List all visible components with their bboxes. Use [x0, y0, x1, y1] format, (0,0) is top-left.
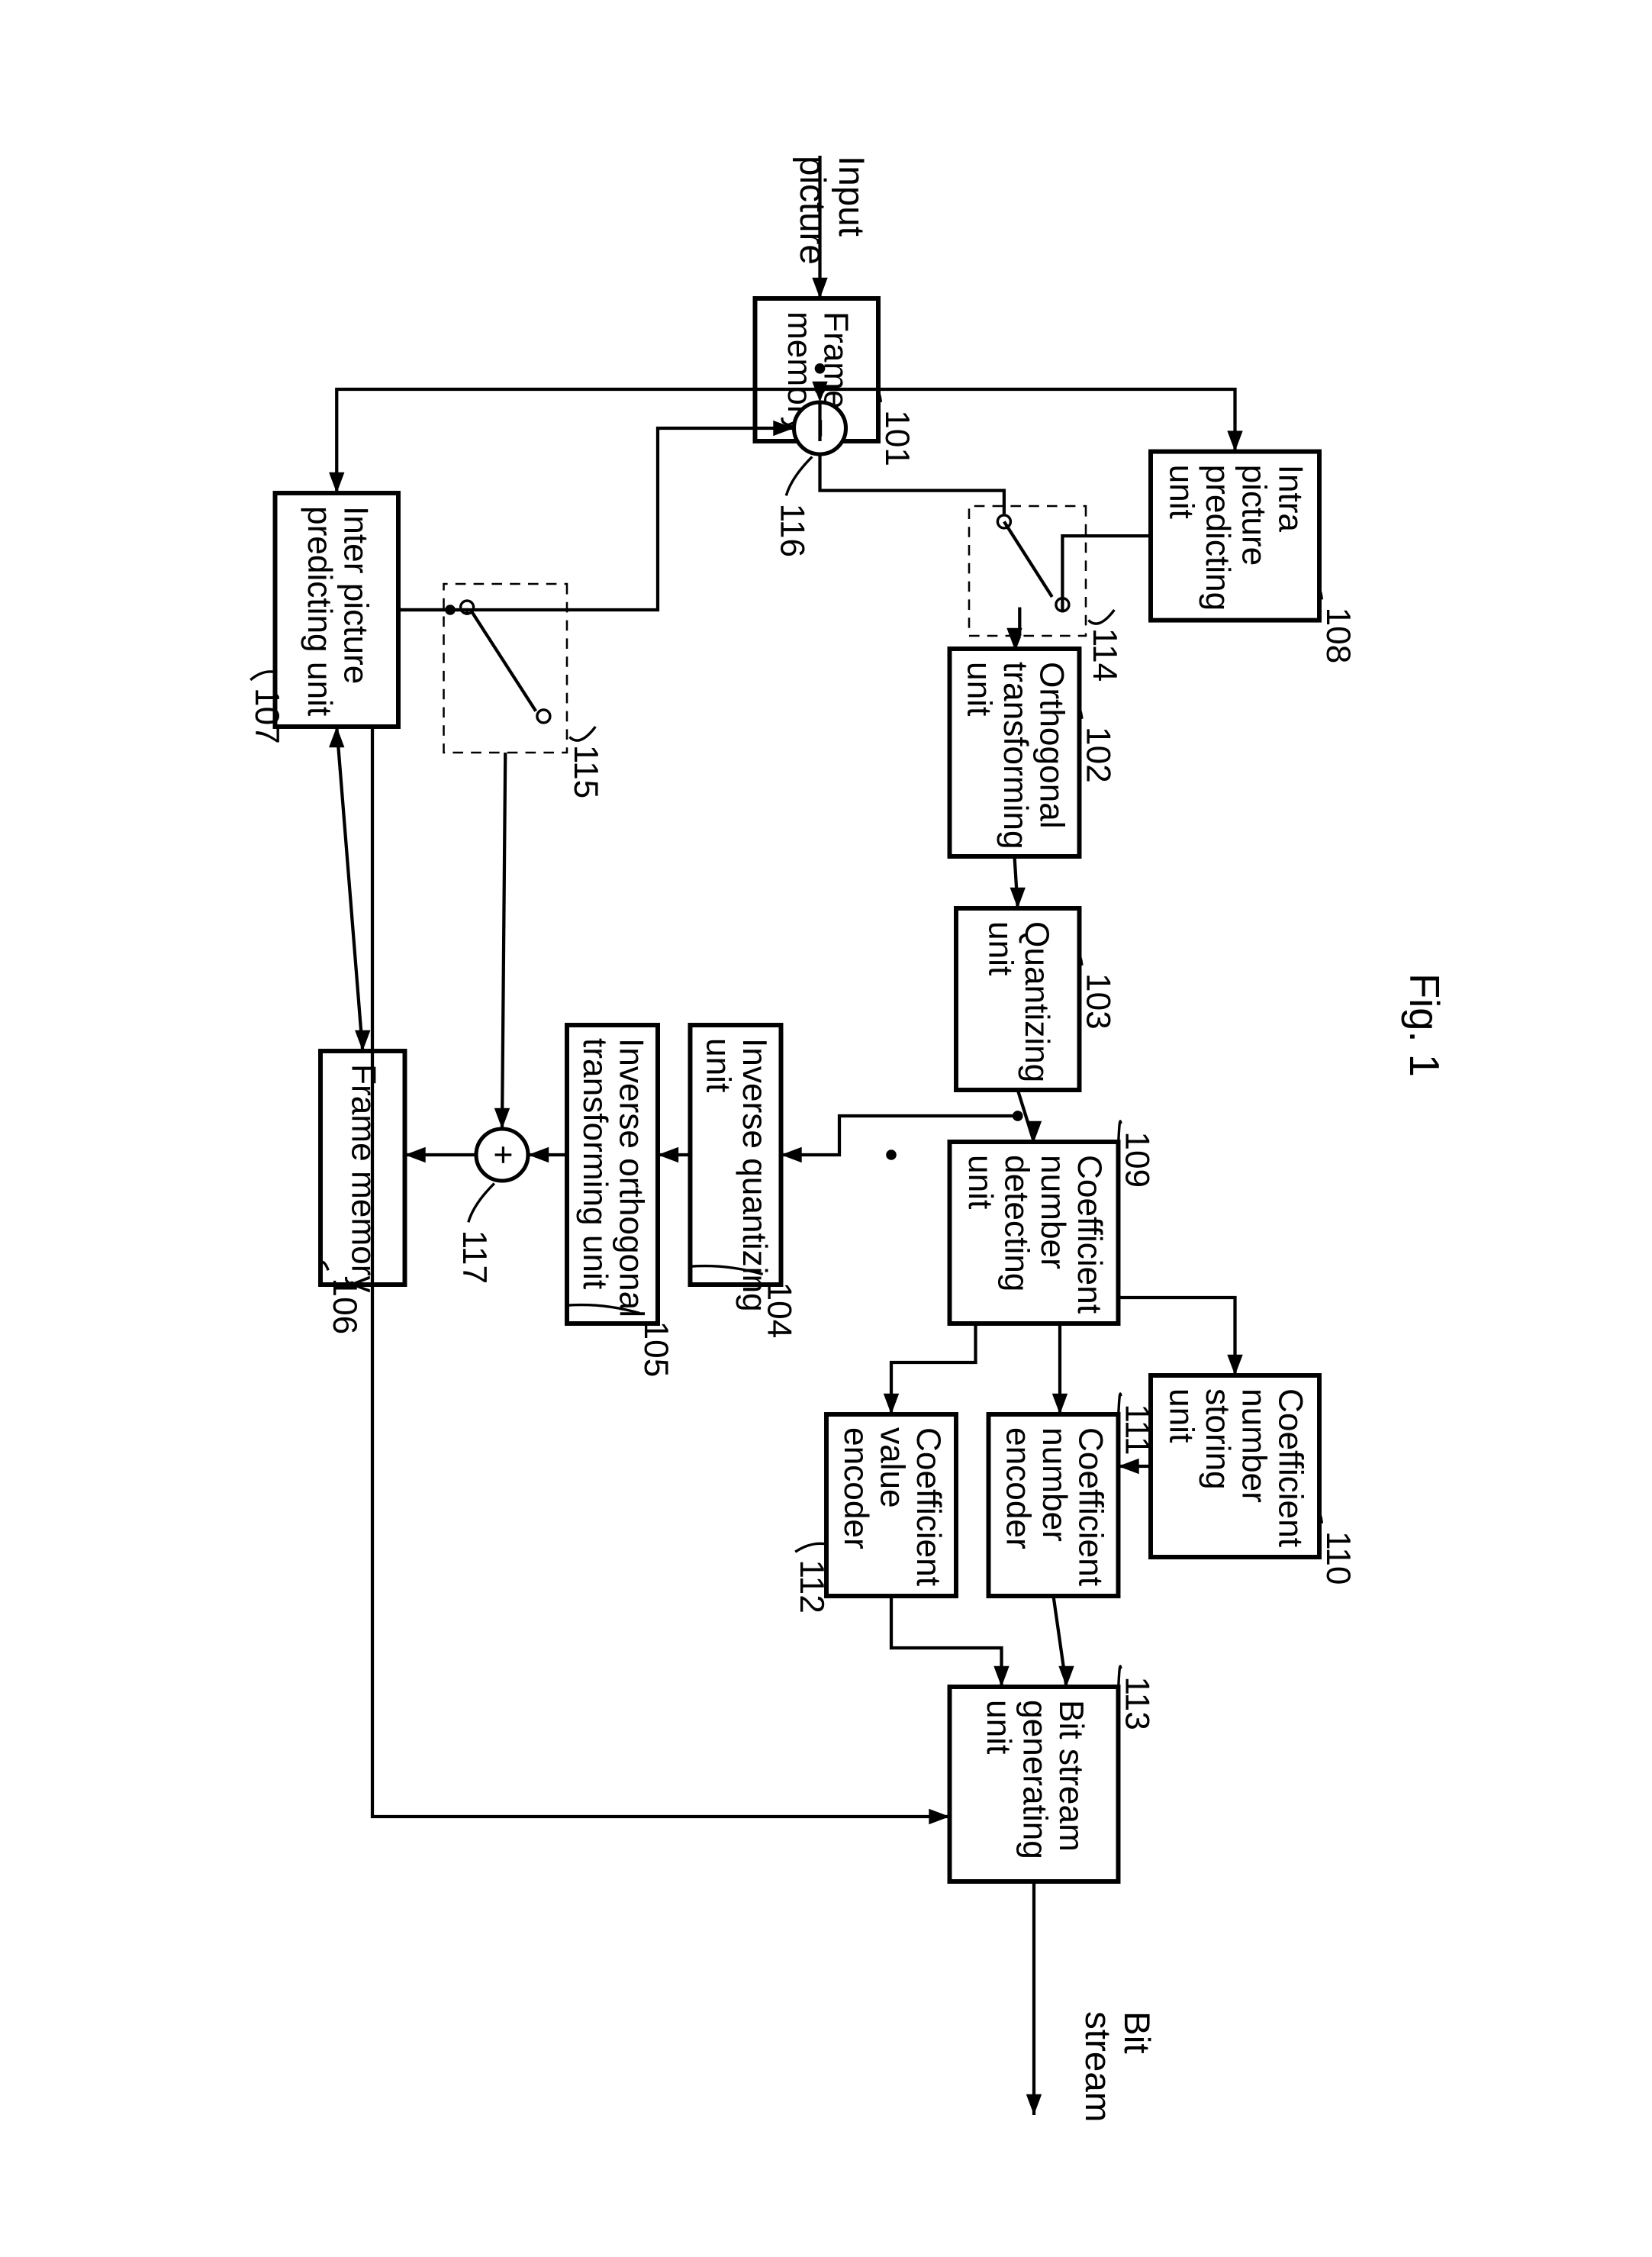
svg-text:114: 114 [1086, 627, 1123, 681]
svg-text:Bit: Bit [1116, 2010, 1157, 2053]
svg-text:106: 106 [326, 1278, 363, 1334]
svg-text:number: number [1035, 1427, 1072, 1541]
svg-text:108: 108 [1319, 607, 1357, 663]
svg-text:107: 107 [248, 687, 285, 743]
block-105: Inverse orthogonaltransforming unit 105 [567, 1025, 675, 1377]
svg-text:102: 102 [1079, 726, 1116, 782]
svg-text:Intra: Intra [1271, 464, 1309, 532]
svg-text:storing: storing [1199, 1388, 1236, 1489]
svg-text:109: 109 [1118, 1131, 1155, 1188]
svg-text:predicting unit: predicting unit [300, 505, 337, 715]
block-106: Frame memory106 [320, 1051, 404, 1334]
svg-text:unit: unit [979, 1699, 1016, 1753]
svg-text:105: 105 [637, 1320, 675, 1377]
svg-text:stream: stream [1077, 2010, 1118, 2121]
svg-text:picture: picture [1235, 464, 1272, 566]
svg-text:103: 103 [1079, 972, 1116, 1029]
svg-text:Inverse orthogonal: Inverse orthogonal [612, 1037, 649, 1317]
block-110: Coefficientnumberstoringunit 110 [1151, 1375, 1357, 1585]
svg-text:+: + [484, 1145, 521, 1165]
svg-text:unit: unit [961, 1154, 999, 1208]
block-111: Coefficientnumberencoder 111 [988, 1394, 1155, 1596]
svg-text:Coefficient: Coefficient [910, 1427, 947, 1585]
svg-text:Input: Input [831, 155, 871, 236]
node-117: +117 [456, 1129, 528, 1284]
svg-text:transforming unit: transforming unit [576, 1037, 613, 1288]
svg-text:Coefficient: Coefficient [1070, 1154, 1107, 1313]
svg-text:unit: unit [1162, 1388, 1200, 1442]
svg-text:Inter picture: Inter picture [337, 505, 374, 683]
svg-text:112: 112 [793, 1559, 830, 1613]
svg-text:encoder: encoder [836, 1427, 874, 1549]
svg-text:113: 113 [1118, 1676, 1155, 1730]
block-113: Bit streamgeneratingunit 113 [949, 1666, 1155, 1881]
svg-text:110: 110 [1319, 1530, 1357, 1584]
svg-text:116: 116 [773, 503, 810, 556]
block-112: Coefficientvalueencoder112 [793, 1414, 956, 1614]
block-103: Quantizingunit 103 [956, 908, 1117, 1090]
block-diagram: Fig. 1Framememory101Orthogonaltransformi… [86, 116, 1565, 2140]
svg-text:predicting: predicting [1199, 464, 1236, 611]
svg-text:unit: unit [981, 921, 1019, 975]
svg-text:117: 117 [456, 1230, 493, 1283]
svg-text:transforming: transforming [996, 661, 1033, 849]
block-107: Inter picturepredicting unit 107 [248, 493, 398, 744]
svg-text:101: 101 [878, 410, 916, 466]
svg-text:number: number [1235, 1388, 1272, 1502]
svg-text:Bit stream: Bit stream [1052, 1699, 1090, 1851]
block-108: Intrapicturepredictingunit 108 [1151, 451, 1357, 663]
block-104: Inverse quantizingunit104 [690, 1025, 797, 1338]
svg-text:unit: unit [699, 1037, 736, 1091]
svg-text:Quantizing: Quantizing [1017, 921, 1055, 1082]
svg-text:unit: unit [1162, 464, 1200, 518]
svg-text:picture: picture [792, 155, 832, 264]
svg-text:unit: unit [960, 661, 997, 715]
svg-text:number: number [1034, 1154, 1071, 1269]
svg-text:Coefficient: Coefficient [1271, 1388, 1309, 1546]
svg-text:detecting: detecting [997, 1154, 1035, 1291]
block-109: Coefficientnumberdetectingunit 109 [949, 1121, 1155, 1324]
svg-text:value: value [873, 1427, 910, 1507]
svg-text:Coefficient: Coefficient [1071, 1427, 1109, 1585]
svg-text:104: 104 [760, 1282, 797, 1338]
svg-text:generating: generating [1016, 1699, 1053, 1859]
svg-text:Orthogonal: Orthogonal [1032, 661, 1070, 828]
svg-text:111: 111 [1118, 1404, 1155, 1455]
svg-text:Frame memory: Frame memory [344, 1063, 382, 1292]
svg-text:encoder: encoder [999, 1427, 1036, 1549]
svg-text:Fig. 1: Fig. 1 [1401, 972, 1448, 1076]
svg-text:115: 115 [567, 744, 604, 798]
